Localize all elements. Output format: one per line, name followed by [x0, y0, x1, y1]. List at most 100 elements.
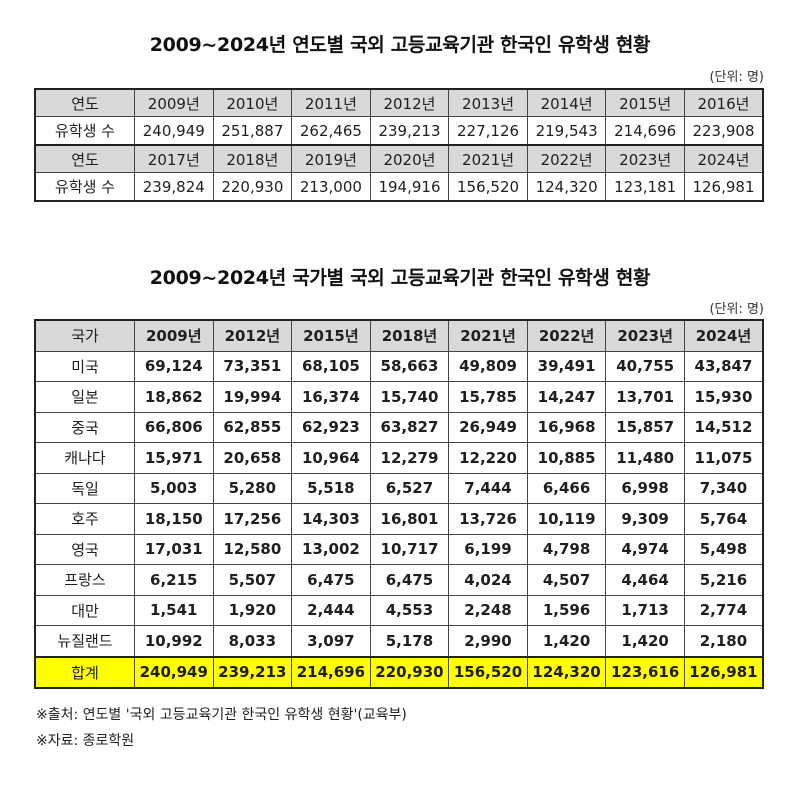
year-header-cell: 2022년	[526, 319, 607, 352]
count-cell: 214,696	[605, 116, 685, 146]
table-row: 독일 5,003 5,280 5,518 6,527 7,444 6,466 6…	[34, 472, 764, 504]
count-cell: 219,543	[526, 116, 607, 146]
year-cell: 2014년	[526, 88, 607, 117]
yearly-count-row: 유학생 수 239,824 220,930 213,000 194,916 15…	[34, 172, 764, 202]
country-header-row: 국가 2009년 2012년 2015년 2018년 2021년 2022년 2…	[34, 319, 764, 352]
value-cell: 1,541	[134, 594, 214, 626]
value-cell: 13,701	[605, 381, 685, 413]
country-name-cell: 캐나다	[34, 442, 135, 474]
year-cell: 2009년	[134, 88, 214, 117]
year-header-cell: 2012년	[212, 319, 293, 352]
year-cell: 2011년	[291, 88, 371, 117]
value-cell: 43,847	[683, 350, 764, 382]
table-row: 중국 66,806 62,855 62,923 63,827 26,949 16…	[34, 411, 764, 443]
value-cell: 6,527	[369, 472, 450, 504]
year-cell: 2022년	[526, 144, 607, 173]
value-cell: 16,968	[526, 411, 607, 443]
year-label-cell: 연도	[34, 88, 135, 117]
table-row: 캐나다 15,971 20,658 10,964 12,279 12,220 1…	[34, 442, 764, 474]
value-cell: 5,518	[291, 472, 371, 504]
value-cell: 2,990	[448, 625, 528, 657]
country-name-cell: 호주	[34, 503, 135, 535]
count-cell: 262,465	[291, 116, 371, 146]
value-cell: 6,475	[369, 564, 450, 596]
value-cell: 15,857	[605, 411, 685, 443]
value-cell: 13,726	[448, 503, 528, 535]
year-header-cell: 2015년	[291, 319, 371, 352]
total-value-cell: 214,696	[291, 655, 371, 689]
value-cell: 15,785	[448, 381, 528, 413]
table-row: 미국 69,124 73,351 68,105 58,663 49,809 39…	[34, 350, 764, 382]
country-name-cell: 프랑스	[34, 564, 135, 596]
country-name-cell: 뉴질랜드	[34, 625, 135, 657]
value-cell: 10,964	[291, 442, 371, 474]
yearly-count-row: 유학생 수 240,949 251,887 262,465 239,213 22…	[34, 116, 764, 146]
year-header-cell: 2009년	[134, 319, 214, 352]
count-cell: 251,887	[212, 116, 293, 146]
value-cell: 62,923	[291, 411, 371, 443]
value-cell: 17,256	[212, 503, 293, 535]
value-cell: 68,105	[291, 350, 371, 382]
value-cell: 6,998	[605, 472, 685, 504]
country-name-cell: 일본	[34, 381, 135, 413]
country-unit-label: (단위: 명)	[709, 302, 764, 317]
value-cell: 6,475	[291, 564, 371, 596]
count-cell: 126,981	[683, 172, 764, 202]
table-row: 뉴질랜드 10,992 8,033 3,097 5,178 2,990 1,42…	[34, 625, 764, 657]
value-cell: 14,303	[291, 503, 371, 535]
value-cell: 16,801	[369, 503, 450, 535]
country-table-title: 2009~2024년 국가별 국외 고등교육기관 한국인 유학생 현황	[149, 267, 651, 289]
value-cell: 5,280	[212, 472, 293, 504]
year-cell: 2016년	[683, 88, 764, 117]
table-row: 프랑스 6,215 5,507 6,475 6,475 4,024 4,507 …	[34, 564, 764, 596]
table-row: 대만 1,541 1,920 2,444 4,553 2,248 1,596 1…	[34, 594, 764, 626]
total-value-cell: 240,949	[134, 655, 214, 689]
table-row: 일본 18,862 19,994 16,374 15,740 15,785 14…	[34, 381, 764, 413]
value-cell: 5,003	[134, 472, 214, 504]
country-name-cell: 대만	[34, 594, 135, 626]
value-cell: 58,663	[369, 350, 450, 382]
value-cell: 2,774	[683, 594, 764, 626]
year-header-cell: 2018년	[369, 319, 450, 352]
count-cell: 239,824	[134, 172, 214, 202]
yearly-header-row: 연도 2009년 2010년 2011년 2012년 2013년 2014년 2…	[34, 88, 764, 117]
total-value-cell: 124,320	[526, 655, 607, 689]
value-cell: 4,798	[526, 533, 607, 565]
total-row: 합계 240,949 239,213 214,696 220,930 156,5…	[34, 655, 764, 689]
value-cell: 9,309	[605, 503, 685, 535]
year-header-cell: 2024년	[683, 319, 764, 352]
value-cell: 15,971	[134, 442, 214, 474]
yearly-unit-label: (단위: 명)	[709, 70, 764, 85]
value-cell: 2,180	[683, 625, 764, 657]
value-cell: 69,124	[134, 350, 214, 382]
year-header-cell: 2021년	[448, 319, 528, 352]
value-cell: 15,740	[369, 381, 450, 413]
count-cell: 194,916	[369, 172, 450, 202]
country-name-cell: 중국	[34, 411, 135, 443]
value-cell: 11,480	[605, 442, 685, 474]
value-cell: 12,279	[369, 442, 450, 474]
table-row: 영국 17,031 12,580 13,002 10,717 6,199 4,7…	[34, 533, 764, 565]
country-table: 국가 2009년 2012년 2015년 2018년 2021년 2022년 2…	[34, 319, 764, 689]
value-cell: 10,992	[134, 625, 214, 657]
value-cell: 6,215	[134, 564, 214, 596]
total-label-cell: 합계	[34, 655, 135, 689]
value-cell: 1,713	[605, 594, 685, 626]
value-cell: 39,491	[526, 350, 607, 382]
value-cell: 62,855	[212, 411, 293, 443]
value-cell: 4,974	[605, 533, 685, 565]
value-cell: 14,512	[683, 411, 764, 443]
value-cell: 16,374	[291, 381, 371, 413]
value-cell: 4,464	[605, 564, 685, 596]
value-cell: 5,498	[683, 533, 764, 565]
value-cell: 17,031	[134, 533, 214, 565]
count-cell: 240,949	[134, 116, 214, 146]
yearly-table-title: 2009~2024년 연도별 국외 고등교육기관 한국인 유학생 현황	[149, 34, 651, 56]
year-cell: 2024년	[683, 144, 764, 173]
total-value-cell: 239,213	[212, 655, 293, 689]
count-cell: 220,930	[212, 172, 293, 202]
value-cell: 14,247	[526, 381, 607, 413]
value-cell: 6,199	[448, 533, 528, 565]
value-cell: 4,553	[369, 594, 450, 626]
value-cell: 13,002	[291, 533, 371, 565]
